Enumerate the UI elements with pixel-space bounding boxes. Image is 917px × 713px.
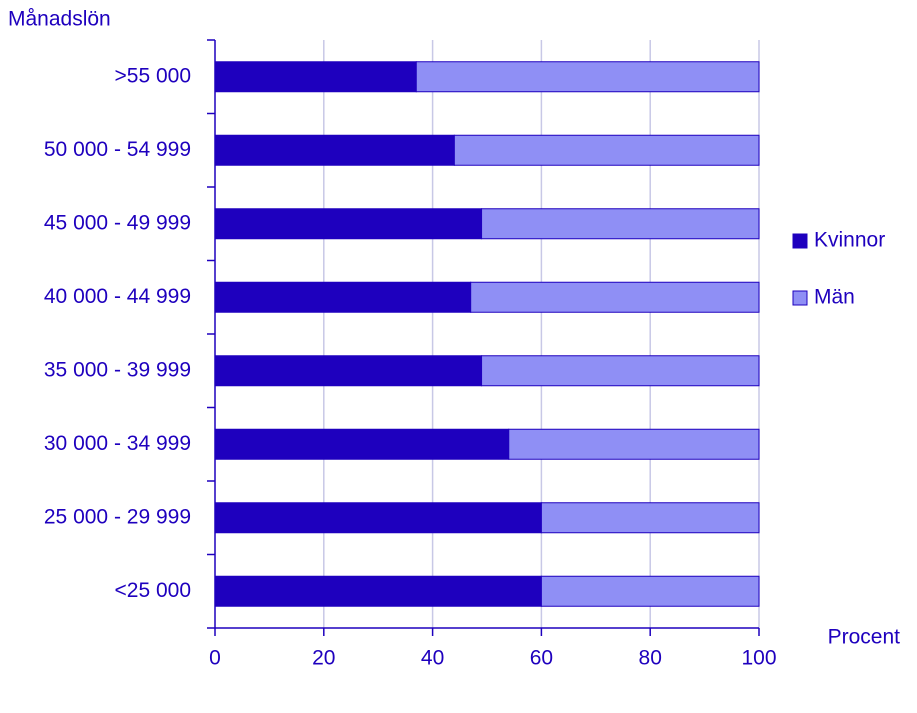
bar (540, 502, 760, 534)
y-tick-label: 25 000 - 29 999 (44, 505, 191, 528)
bar (415, 61, 760, 93)
bar (214, 428, 510, 460)
bar (470, 281, 760, 313)
legend-label: Kvinnor (814, 229, 885, 252)
x-tick-label: 100 (741, 647, 776, 670)
x-tick-label: 0 (209, 647, 221, 670)
bar (453, 134, 760, 166)
legend-swatch (792, 290, 808, 306)
bar (540, 575, 760, 607)
bar (481, 208, 760, 240)
bar (508, 428, 760, 460)
y-tick-label: <25 000 (115, 579, 192, 602)
bar (214, 281, 472, 313)
bar (214, 208, 483, 240)
bar (214, 575, 542, 607)
legend-swatch (792, 233, 808, 249)
y-axis-title: Månadslön (8, 8, 111, 31)
x-tick-label: 60 (530, 647, 553, 670)
bar (214, 502, 542, 534)
y-tick-label: 45 000 - 49 999 (44, 211, 191, 234)
y-tick-label: 40 000 - 44 999 (44, 285, 191, 308)
y-tick-label: 35 000 - 39 999 (44, 358, 191, 381)
bar (214, 355, 483, 387)
x-tick-label: 20 (312, 647, 335, 670)
bar (214, 61, 417, 93)
bar (481, 355, 760, 387)
bar (214, 134, 455, 166)
y-tick-label: 30 000 - 34 999 (44, 432, 191, 455)
x-axis-title: Procent (828, 626, 901, 649)
legend-label: Män (814, 286, 855, 309)
x-tick-label: 40 (421, 647, 444, 670)
y-tick-label: >55 000 (115, 64, 192, 87)
y-tick-label: 50 000 - 54 999 (44, 138, 191, 161)
x-tick-label: 80 (639, 647, 662, 670)
